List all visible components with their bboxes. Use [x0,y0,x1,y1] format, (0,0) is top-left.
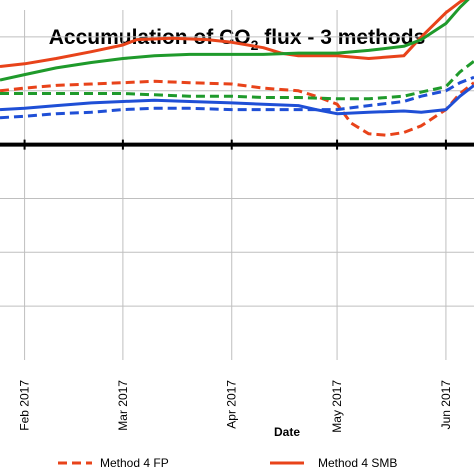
chart-title-main: Accumulation of CO [49,26,251,49]
x-tick-label: Mar 2017 [116,380,130,431]
series-line-5 [0,84,474,116]
chart-title: Accumulation of CO2 flux - 3 methods [49,26,426,53]
x-tick-label: May 2017 [330,380,344,433]
series-line-1 [0,79,474,137]
x-tick-label: Apr 2017 [225,380,239,429]
legend-label: Method 4 SMB [318,456,397,470]
legend: Method 4 FP Method 4 SMB [58,456,397,470]
x-tick-label: Feb 2017 [18,380,32,431]
gridlines [0,10,474,360]
series-layer [0,0,474,137]
axis-layer: Feb 2017 Mar 2017 Apr 2017 May 2017 Jun 2017 [0,139,474,433]
series-line-3 [0,0,470,82]
chart-title-tail: flux - 3 methods [258,26,425,49]
x-axis-title: Date [274,425,300,439]
x-tick-label: Jun 2017 [439,380,453,430]
legend-label: Method 4 FP [100,456,169,470]
